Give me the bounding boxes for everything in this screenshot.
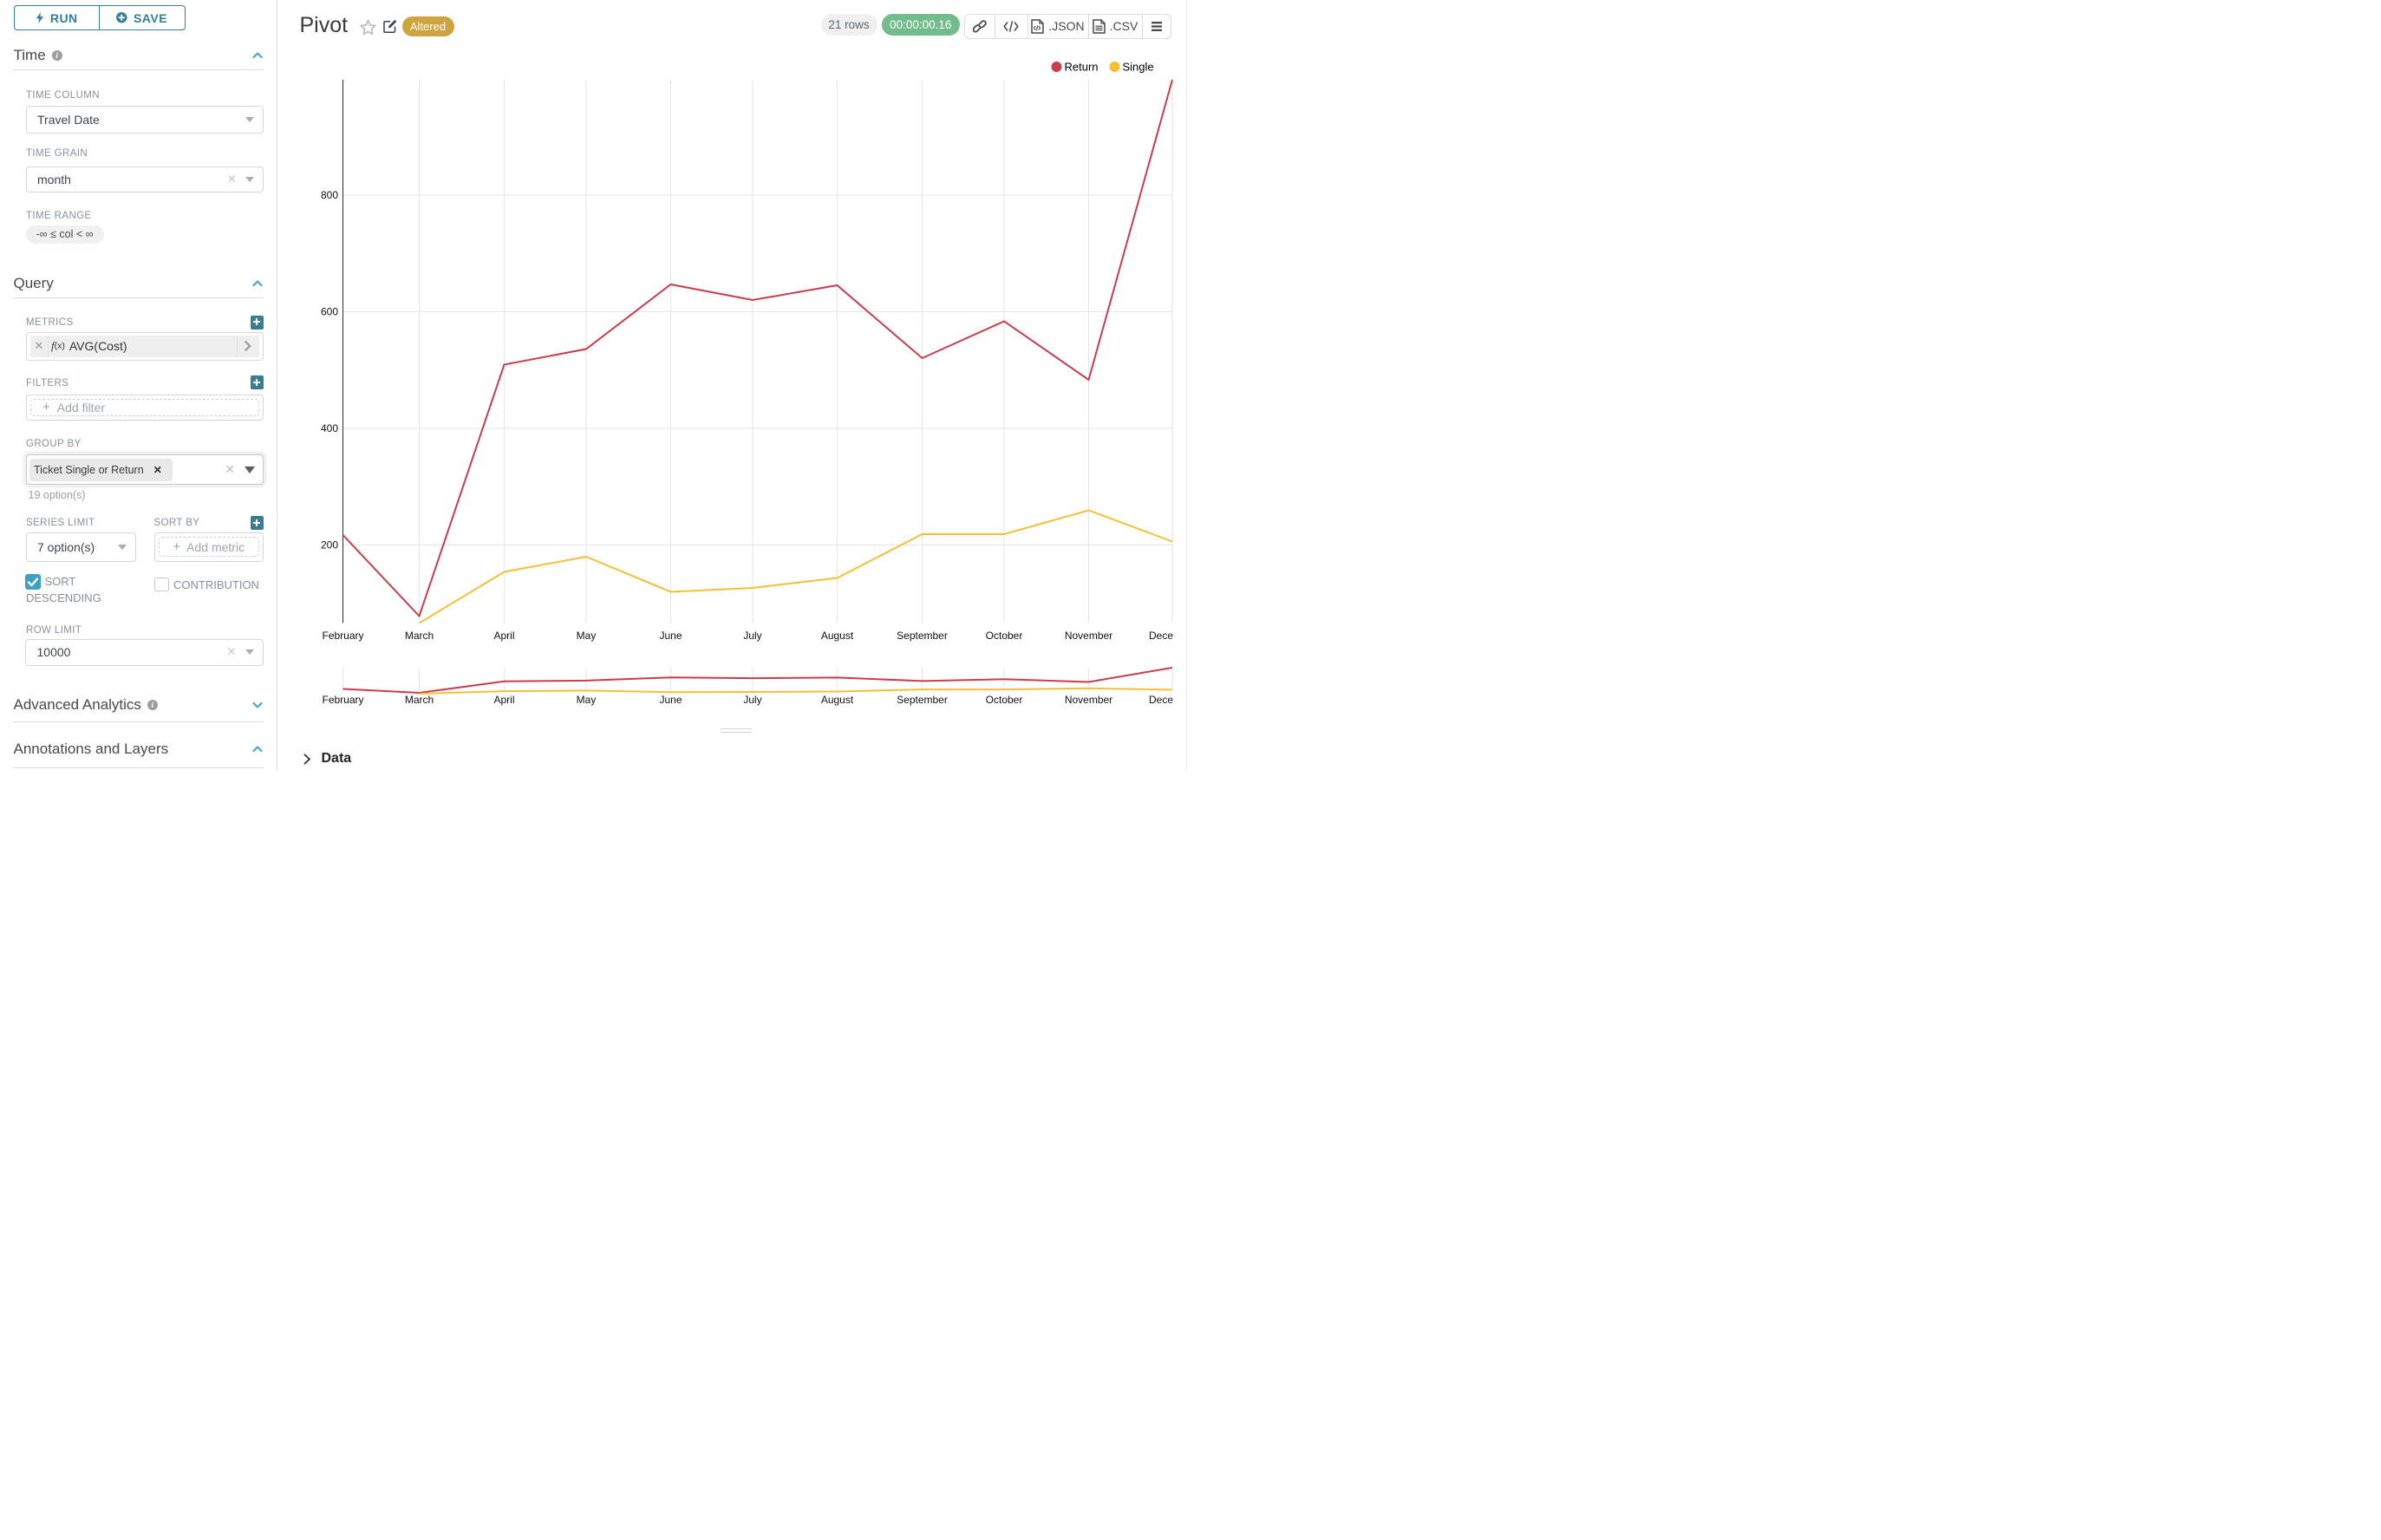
svg-text:July: July	[743, 630, 761, 642]
svg-text:June: June	[659, 630, 682, 642]
svg-text:Dece: Dece	[1149, 694, 1173, 706]
svg-text:400: 400	[321, 422, 338, 434]
svg-text:800: 800	[321, 189, 338, 201]
svg-text:February: February	[322, 694, 363, 706]
svg-text:200: 200	[321, 539, 338, 551]
svg-text:August: August	[821, 630, 854, 642]
svg-text:May: May	[577, 630, 597, 642]
svg-text:August: August	[821, 694, 854, 706]
svg-text:Single: Single	[1123, 61, 1154, 74]
svg-text:October: October	[986, 694, 1023, 706]
svg-text:April: April	[493, 694, 514, 706]
svg-text:600: 600	[321, 306, 338, 318]
svg-text:February: February	[322, 630, 363, 642]
svg-text:April: April	[493, 630, 514, 642]
svg-text:September: September	[897, 630, 948, 642]
svg-text:March: March	[405, 694, 434, 706]
svg-text:July: July	[743, 694, 761, 706]
svg-text:March: March	[405, 630, 434, 642]
svg-text:November: November	[1065, 694, 1112, 706]
svg-text:June: June	[659, 694, 682, 706]
svg-text:October: October	[986, 630, 1023, 642]
svg-text:May: May	[577, 694, 597, 706]
svg-text:Return: Return	[1065, 61, 1099, 74]
svg-text:Dece: Dece	[1149, 630, 1173, 642]
svg-text:November: November	[1065, 630, 1112, 642]
svg-text:September: September	[897, 694, 948, 706]
